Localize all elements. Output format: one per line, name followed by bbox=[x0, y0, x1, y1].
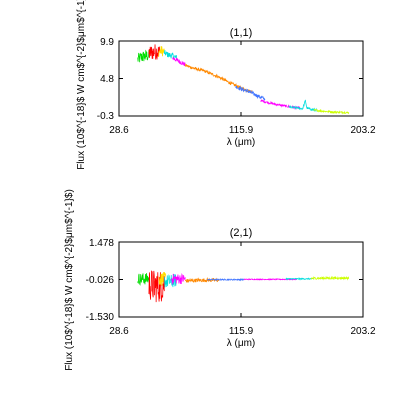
panel-1-series-2 bbox=[148, 44, 161, 60]
panel-1-xtick-2: 203.2 bbox=[350, 125, 375, 136]
panel-2-ylabel: Flux (10$^{-18}$ W cm$^{-2}$μm$^{-1}$) bbox=[64, 189, 75, 371]
panel-1-ytick-1: 4.8 bbox=[100, 74, 114, 85]
panel-1-series-3 bbox=[158, 45, 165, 58]
panel-1-ticks bbox=[118, 40, 364, 117]
panel-1-xlabel: λ (μm) bbox=[227, 137, 256, 148]
panel-1-xtick-0: 28.6 bbox=[109, 125, 129, 136]
panel-2-series-9 bbox=[285, 277, 315, 281]
panel-1-series-1 bbox=[137, 49, 150, 63]
panel-2-series-4 bbox=[164, 273, 178, 288]
panel-2-title: (2,1) bbox=[230, 227, 253, 239]
panel-1-series-9 bbox=[288, 99, 317, 113]
panel-1-series-8 bbox=[260, 99, 301, 110]
panel-2-xtick-1: 115.9 bbox=[229, 326, 254, 337]
panel-1-ytick-2: -0.3 bbox=[97, 111, 115, 122]
panel-1-series-7 bbox=[235, 85, 266, 101]
panel-1-title: (1,1) bbox=[230, 27, 253, 39]
panel-2-series-group bbox=[137, 270, 350, 303]
panel-2-series-8 bbox=[243, 277, 298, 281]
panel-2-series-3 bbox=[158, 271, 167, 287]
panel-1-ylabel: Flux (10$^{-18}$ W cm$^{-2}$μm$^{-1}$) bbox=[76, 0, 87, 170]
panel-2-series-10 bbox=[310, 275, 350, 281]
panel-1-series-10 bbox=[313, 108, 350, 115]
panel-2-ytick-0: 1.478 bbox=[89, 238, 114, 249]
panel-1-xtick-1: 115.9 bbox=[229, 125, 254, 136]
panel-2-series-2 bbox=[148, 270, 165, 303]
panel-2-xtick-2: 203.2 bbox=[350, 326, 375, 337]
panel-1-series-group bbox=[137, 44, 350, 115]
panel-1-series-5 bbox=[172, 57, 186, 67]
panel-1: (1,1) 28.6 115.9 203.2 9.9 4.8 -0.3 λ (μ… bbox=[76, 0, 376, 170]
panel-2-ytick-2: -1.530 bbox=[86, 312, 115, 323]
panel-2-ticks bbox=[118, 241, 364, 318]
panel-2-ytick-1: -0.026 bbox=[86, 275, 115, 286]
panel-2-xlabel: λ (μm) bbox=[227, 338, 256, 349]
panel-2-series-1 bbox=[137, 273, 150, 286]
panel-2-series-7 bbox=[207, 277, 245, 282]
panel-1-series-4 bbox=[163, 50, 178, 61]
panel-2: (2,1) 28.6 115.9 203.2 1.478 -0.026 -1.5… bbox=[64, 189, 376, 371]
panel-2-series-5 bbox=[170, 273, 186, 286]
panel-2-xtick-0: 28.6 bbox=[109, 326, 129, 337]
panel-1-ytick-0: 9.9 bbox=[100, 37, 114, 48]
